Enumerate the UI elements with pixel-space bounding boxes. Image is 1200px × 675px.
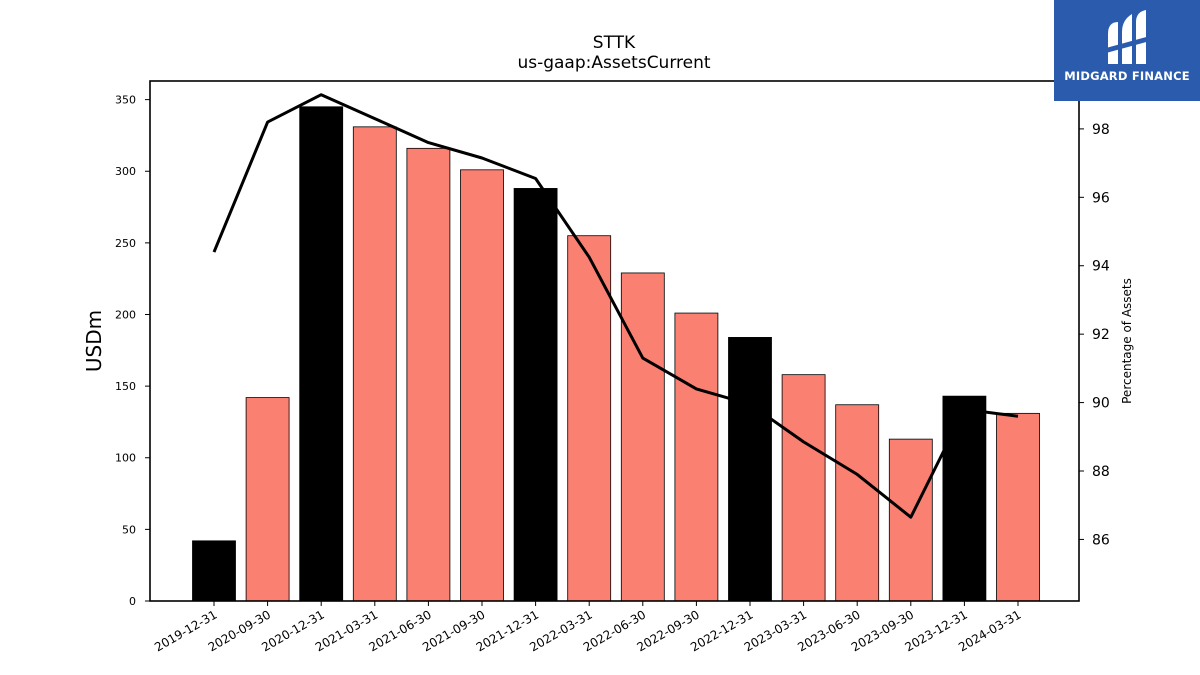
y-tick-label: 50 (122, 523, 136, 536)
y-tick-label: 250 (115, 237, 136, 250)
brand-logo: MIDGARD FINANCE (1054, 0, 1200, 101)
brand-name: MIDGARD FINANCE (1064, 69, 1190, 83)
bars-group (192, 106, 1040, 602)
bar-2023-09-30 (888, 438, 933, 602)
y2-tick-label: 92 (1092, 327, 1110, 343)
y2-tick-label: 94 (1092, 259, 1110, 275)
bar-2022-03-31 (567, 235, 612, 602)
bar-2022-06-30 (620, 272, 665, 602)
bar-2023-03-31 (781, 374, 826, 602)
bar-2022-09-30 (674, 312, 719, 602)
bar-2022-12-31 (728, 337, 772, 602)
plot-frame (149, 80, 1080, 602)
bar-2021-03-31 (352, 126, 397, 602)
y-axis-label: USDm (82, 310, 106, 372)
x-ticks-group: 2019-12-312020-09-302020-12-312021-03-31… (152, 601, 1024, 654)
percentage-line (212, 93, 1019, 519)
midgard-logo-icon (1106, 10, 1150, 64)
bar-2020-12-31 (299, 106, 344, 602)
y2-tick-label: 86 (1092, 532, 1110, 548)
y-ticks-group: 0 50 100 150 200 250 300 350 (115, 94, 150, 608)
y-tick-label: 300 (115, 165, 136, 178)
bar-2023-12-31 (942, 395, 987, 602)
y2-axis-label: Percentage of Assets (1120, 278, 1134, 404)
y2-tick-label: 96 (1092, 190, 1110, 206)
line-group (212, 93, 1019, 519)
bar-2019-12-31 (192, 540, 236, 602)
y-tick-label: 200 (115, 308, 136, 321)
chart-title: STTK (593, 33, 636, 53)
axes-group (149, 80, 1080, 602)
bar-2024-03-31 (996, 412, 1040, 602)
bar-2020-09-30 (245, 397, 290, 602)
chart-subtitle: us-gaap:AssetsCurrent (517, 53, 710, 73)
y-tick-label: 350 (115, 94, 136, 107)
y2-tick-label: 98 (1092, 122, 1110, 138)
bar-2021-09-30 (460, 169, 504, 602)
bar-2021-12-31 (513, 188, 558, 602)
y-tick-label: 0 (129, 595, 136, 608)
y2-tick-label: 88 (1092, 464, 1110, 480)
y-tick-label: 100 (115, 452, 136, 465)
y2-ticks-group: 86 88 90 92 94 96 98 (1079, 122, 1110, 548)
bar-2021-06-30 (406, 147, 451, 602)
y2-tick-label: 90 (1092, 396, 1110, 412)
y-tick-label: 150 (115, 380, 136, 393)
bar-2023-06-30 (835, 404, 880, 602)
